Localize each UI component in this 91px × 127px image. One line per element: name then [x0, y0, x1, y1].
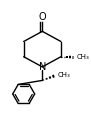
Text: N: N — [39, 62, 46, 72]
Text: CH₃: CH₃ — [77, 54, 90, 60]
Text: O: O — [38, 12, 46, 22]
Text: CH₃: CH₃ — [58, 72, 70, 78]
